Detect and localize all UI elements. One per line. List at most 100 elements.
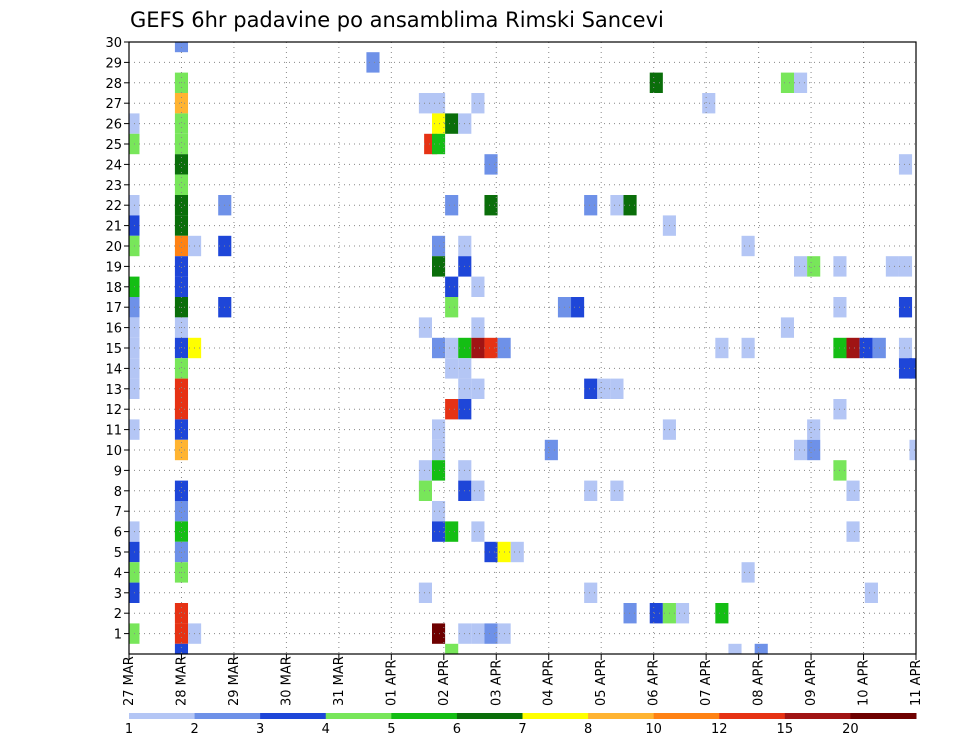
precip-cell	[471, 623, 485, 644]
y-tick-label: 12	[105, 403, 122, 418]
y-tick-label: 2	[114, 607, 122, 622]
precip-cell	[741, 337, 755, 359]
precip-cell	[715, 337, 729, 359]
precip-cell	[445, 643, 459, 654]
colorbar-label: 4	[322, 722, 330, 737]
colorbar-swatch	[456, 713, 523, 719]
precip-cell	[544, 439, 558, 461]
colorbar-label: 6	[453, 722, 461, 737]
precip-cell	[174, 501, 189, 522]
precip-cell	[431, 113, 446, 134]
precip-cell	[174, 480, 189, 501]
precip-cell	[445, 521, 459, 542]
precip-cell	[484, 337, 498, 359]
precip-cell	[174, 276, 189, 297]
precip-cell	[174, 603, 189, 624]
precip-cell	[864, 582, 878, 603]
precip-cell	[909, 358, 916, 379]
colorbar-swatch	[850, 713, 917, 719]
colorbar-swatch	[719, 713, 786, 719]
precip-cell	[649, 72, 663, 93]
precip-cell	[471, 317, 485, 338]
y-tick-label: 26	[105, 118, 122, 133]
y-tick-label: 25	[105, 138, 122, 153]
precip-cell	[174, 643, 189, 654]
colorbar-label: 5	[387, 722, 395, 737]
precip-cell	[610, 195, 624, 216]
precip-cell	[898, 256, 913, 277]
x-tick-label: 01 APR	[384, 660, 399, 706]
colorbar-label: 12	[711, 722, 728, 737]
precip-cell	[471, 521, 485, 542]
precip-cell	[418, 317, 432, 338]
precip-cell	[649, 603, 663, 624]
colorbar-swatch	[325, 713, 392, 719]
precip-cell	[846, 337, 860, 359]
precip-cell	[174, 174, 189, 195]
precip-cell	[794, 439, 808, 461]
precip-cell	[174, 399, 189, 420]
precip-cell	[174, 419, 189, 440]
precip-cell	[471, 480, 485, 501]
precip-cell	[431, 256, 446, 277]
precip-cell	[174, 623, 189, 644]
precip-cell	[431, 93, 446, 114]
precip-cell	[484, 195, 498, 216]
colorbar-swatch	[391, 713, 458, 719]
x-tick-label: 04 APR	[542, 660, 557, 706]
precip-cell	[898, 154, 913, 175]
x-tick-label: 09 APR	[804, 660, 819, 706]
precip-cell	[484, 154, 498, 175]
precip-cell	[623, 195, 637, 216]
precip-cell	[471, 276, 485, 297]
y-tick-label: 15	[105, 342, 122, 357]
precip-cell	[431, 439, 446, 461]
precip-cell	[174, 215, 189, 236]
y-tick-label: 14	[105, 362, 122, 377]
precip-cell	[754, 643, 768, 654]
precip-cell	[445, 276, 459, 297]
precip-cell	[174, 93, 189, 114]
precip-cell	[445, 399, 459, 420]
precip-cell	[431, 623, 446, 644]
precip-cell	[174, 235, 189, 257]
precip-cell	[418, 93, 432, 114]
precip-cell	[610, 480, 624, 501]
precip-cell	[471, 93, 485, 114]
precip-cell	[571, 297, 585, 318]
precip-cell	[366, 52, 380, 73]
precip-cell	[675, 603, 690, 624]
colorbar-label: 1	[125, 722, 133, 737]
precip-cell	[431, 133, 446, 155]
y-tick-label: 11	[105, 424, 122, 439]
x-tick-label: 28 MAR	[174, 656, 189, 706]
precip-cell	[174, 358, 189, 379]
y-tick-label: 9	[114, 464, 122, 479]
precip-cell	[431, 501, 446, 522]
precip-cell	[780, 317, 795, 338]
y-tick-label: 3	[114, 587, 122, 602]
colorbar-label: 20	[842, 722, 859, 737]
colorbar-swatch	[784, 713, 851, 719]
precip-cell	[174, 439, 189, 461]
precip-cell	[597, 378, 611, 399]
precip-cell	[846, 521, 860, 542]
x-tick-label: 27 MAR	[122, 656, 137, 706]
x-tick-label: 03 APR	[489, 660, 504, 706]
y-tick-label: 4	[114, 566, 122, 581]
precip-cell	[909, 439, 916, 461]
precip-cell	[445, 195, 459, 216]
precip-cell	[715, 603, 729, 624]
x-tick-label: 29 MAR	[227, 656, 242, 706]
precip-cell	[418, 582, 432, 603]
precip-cell	[431, 337, 446, 359]
precip-cell	[484, 623, 498, 644]
precip-cell	[174, 256, 189, 277]
precip-cell	[445, 297, 459, 318]
x-tick-label: 08 APR	[752, 660, 767, 706]
y-tick-label: 1	[114, 628, 122, 643]
colorbar-swatch	[522, 713, 589, 719]
precip-cell	[174, 113, 189, 134]
y-tick-label: 8	[114, 485, 122, 500]
